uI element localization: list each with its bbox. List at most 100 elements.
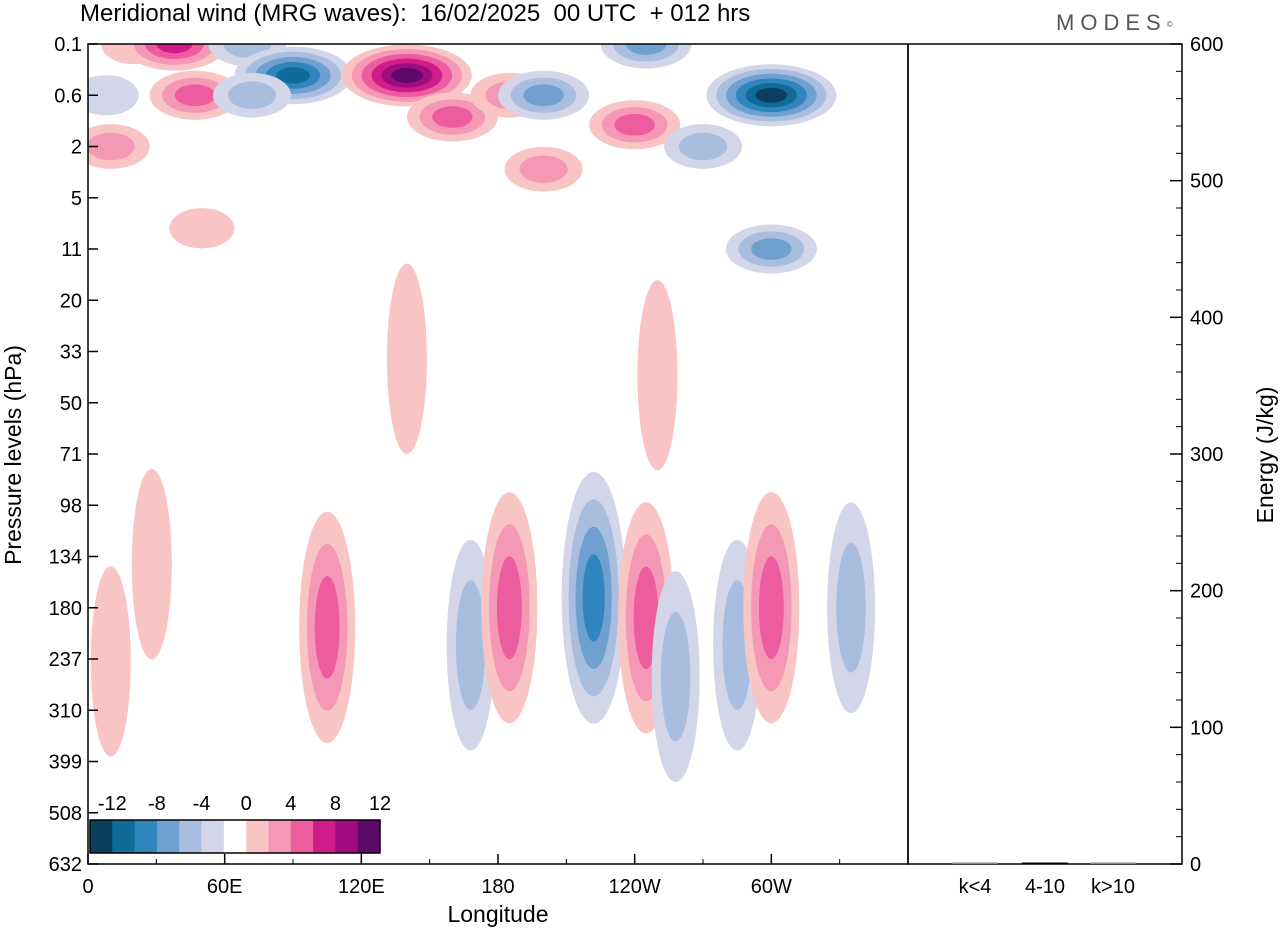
contour-band [519,155,568,183]
y-tick-label: 0.1 [54,34,82,56]
wind-anomaly [341,44,472,107]
colorbar-swatch [156,820,180,853]
contour-band [391,67,423,83]
contour-band [174,84,216,107]
energy-tick-label: 600 [1190,34,1223,56]
x-tick-label: 120W [609,876,661,898]
wind-anomaly [169,208,235,249]
y-tick-label: 20 [60,290,82,312]
y-tick-label: 399 [49,752,82,774]
contour-band [836,542,866,673]
wind-anomaly [90,566,131,757]
contour-band [637,280,678,471]
energy-category-label: k>10 [1091,876,1135,898]
heatmap-background [88,44,908,864]
y-tick-label: 33 [60,342,82,364]
colorbar-swatch [112,820,136,853]
colorbar-label: 12 [369,793,391,815]
energy-bar [1022,862,1068,864]
y-tick-label: 71 [60,444,82,466]
contour-band [88,132,135,161]
energy-tick-label: 400 [1190,307,1223,329]
energy-tick-label: 0 [1190,854,1201,876]
contour-band [633,566,659,670]
contour-band [679,132,727,161]
wind-anomaly [637,280,678,471]
colorbar-frame [89,819,381,854]
wind-anomaly [725,224,817,274]
energy-y-ticks: 0 100 200 300 400 500 600 [1170,34,1223,876]
colorbar-label: 0 [241,793,252,815]
energy-panel: 0 100 200 300 400 500 600 k<4 4-10 k>10 Energy (… [907,34,1278,898]
wind-anomaly [706,64,837,127]
wind-anomaly [743,492,800,724]
wind-anomaly [88,124,150,169]
colorbar-swatch [179,820,203,853]
energy-bars [952,862,1136,864]
contour-band [156,44,193,54]
wind-anomaly [88,75,139,116]
colorbar-label: 4 [285,793,296,815]
contour-band [582,554,605,642]
colorbar-swatch [134,820,158,853]
energy-tick-label: 100 [1190,717,1223,739]
x-axis-title: Longitude [447,901,548,927]
colorbar-swatch [268,820,292,853]
wind-anomaly [122,44,227,71]
energy-axis-title: Energy (J/kg) [1252,387,1278,524]
x-tick-label: 180 [481,876,514,898]
modes-logo: MODES© [1056,10,1173,36]
energy-frame [907,43,1183,865]
y-tick-label: 5 [71,188,82,210]
wind-anomaly [481,492,538,724]
y-axis-ticks: 0.1 0.6 2 5 11 20 33 50 71 98 134 180 237 310 399 508 63… [49,34,98,876]
x-axis-ticks: 0 60E 120E 180 120W 60W [82,854,909,898]
wind-anomaly [651,571,700,783]
colorbar-label: -8 [148,793,166,815]
contour-band [169,208,235,249]
energy-tick-label: 500 [1190,171,1223,193]
colorbar-swatch [290,820,314,853]
energy-tick-label: 300 [1190,444,1223,466]
wind-anomaly [600,44,692,69]
y-tick-label: 310 [49,700,82,722]
y-tick-label: 98 [60,495,82,517]
heatmap-panel: 0 60E 120E 180 120W 60W 0.1 0.6 2 5 11 20 33 50 71 98 1… [0,34,909,927]
y-tick-label: 237 [49,649,82,671]
contour-band [432,106,473,128]
contour-band [496,556,522,660]
y-tick-label: 632 [49,854,82,876]
wind-anomaly [589,100,681,150]
wind-field-layer [88,44,876,783]
contour-band [755,87,788,103]
contour-band [660,611,691,742]
contour-band [614,113,655,136]
colorbar-swatch [357,820,381,853]
energy-category-label: 4-10 [1025,876,1065,898]
colorbar-swatch [90,820,113,853]
wind-anomaly [504,146,583,192]
energy-bar [952,862,998,864]
y-tick-label: 0.6 [54,85,82,107]
x-tick-label: 60W [751,876,792,898]
colorbar-label: 8 [330,793,341,815]
logo-text: MODES [1056,10,1167,35]
y-tick-label: 134 [49,547,82,569]
contour-band [276,67,310,84]
contour-band [88,75,139,116]
colorbar-swatch [335,820,359,853]
x-tick-label: 0 [82,876,93,898]
wind-anomaly [827,502,876,714]
wind-anomaly [561,472,626,724]
y-tick-label: 2 [71,137,82,159]
colorbar-swatch [201,820,225,853]
energy-bar [1090,862,1136,864]
colorbar-label: -4 [193,793,211,815]
contour-band [625,44,667,55]
chart-title: Meridional wind (MRG waves): 16/02/2025 … [80,0,751,27]
colorbar-swatch [313,820,336,853]
y-tick-label: 50 [60,393,82,415]
colorbar-swatch [223,820,247,853]
contour-band [131,468,172,660]
